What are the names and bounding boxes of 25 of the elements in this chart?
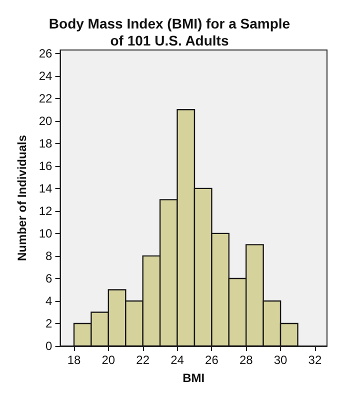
y-tick-label: 22 bbox=[38, 91, 53, 106]
y-tick-label: 16 bbox=[38, 158, 53, 173]
chart-title: Body Mass Index (BMI) for a Sample of 101 U.S. Adults bbox=[48, 16, 290, 48]
y-tick-label: 14 bbox=[38, 181, 53, 196]
x-tick-label: 26 bbox=[205, 353, 219, 367]
y-tick-label: 18 bbox=[38, 136, 53, 150]
y-axis-title: Number of Individuals bbox=[15, 134, 29, 262]
y-tick-label: 20 bbox=[38, 114, 53, 128]
x-tick-label: 22 bbox=[136, 353, 150, 367]
y-tick-label: 2 bbox=[46, 316, 53, 330]
x-axis-title: BMI bbox=[182, 371, 205, 385]
y-tick-label: 24 bbox=[38, 68, 53, 83]
x-tick-label: 24 bbox=[170, 353, 184, 367]
y-tick-label: 8 bbox=[46, 248, 53, 263]
y-tick-label: 0 bbox=[46, 339, 53, 353]
y-tick-label: 12 bbox=[38, 204, 53, 218]
x-tick-label: 18 bbox=[67, 353, 82, 367]
x-tick-label: 32 bbox=[308, 353, 322, 367]
y-tick-label: 4 bbox=[46, 294, 53, 308]
x-tick-label: 20 bbox=[102, 353, 116, 367]
y-tick-label: 26 bbox=[38, 46, 53, 60]
y-tick-label: 10 bbox=[38, 226, 53, 240]
x-tick-label: 30 bbox=[274, 353, 288, 367]
y-tick-label: 6 bbox=[46, 271, 53, 286]
x-tick-label: 28 bbox=[239, 353, 254, 367]
